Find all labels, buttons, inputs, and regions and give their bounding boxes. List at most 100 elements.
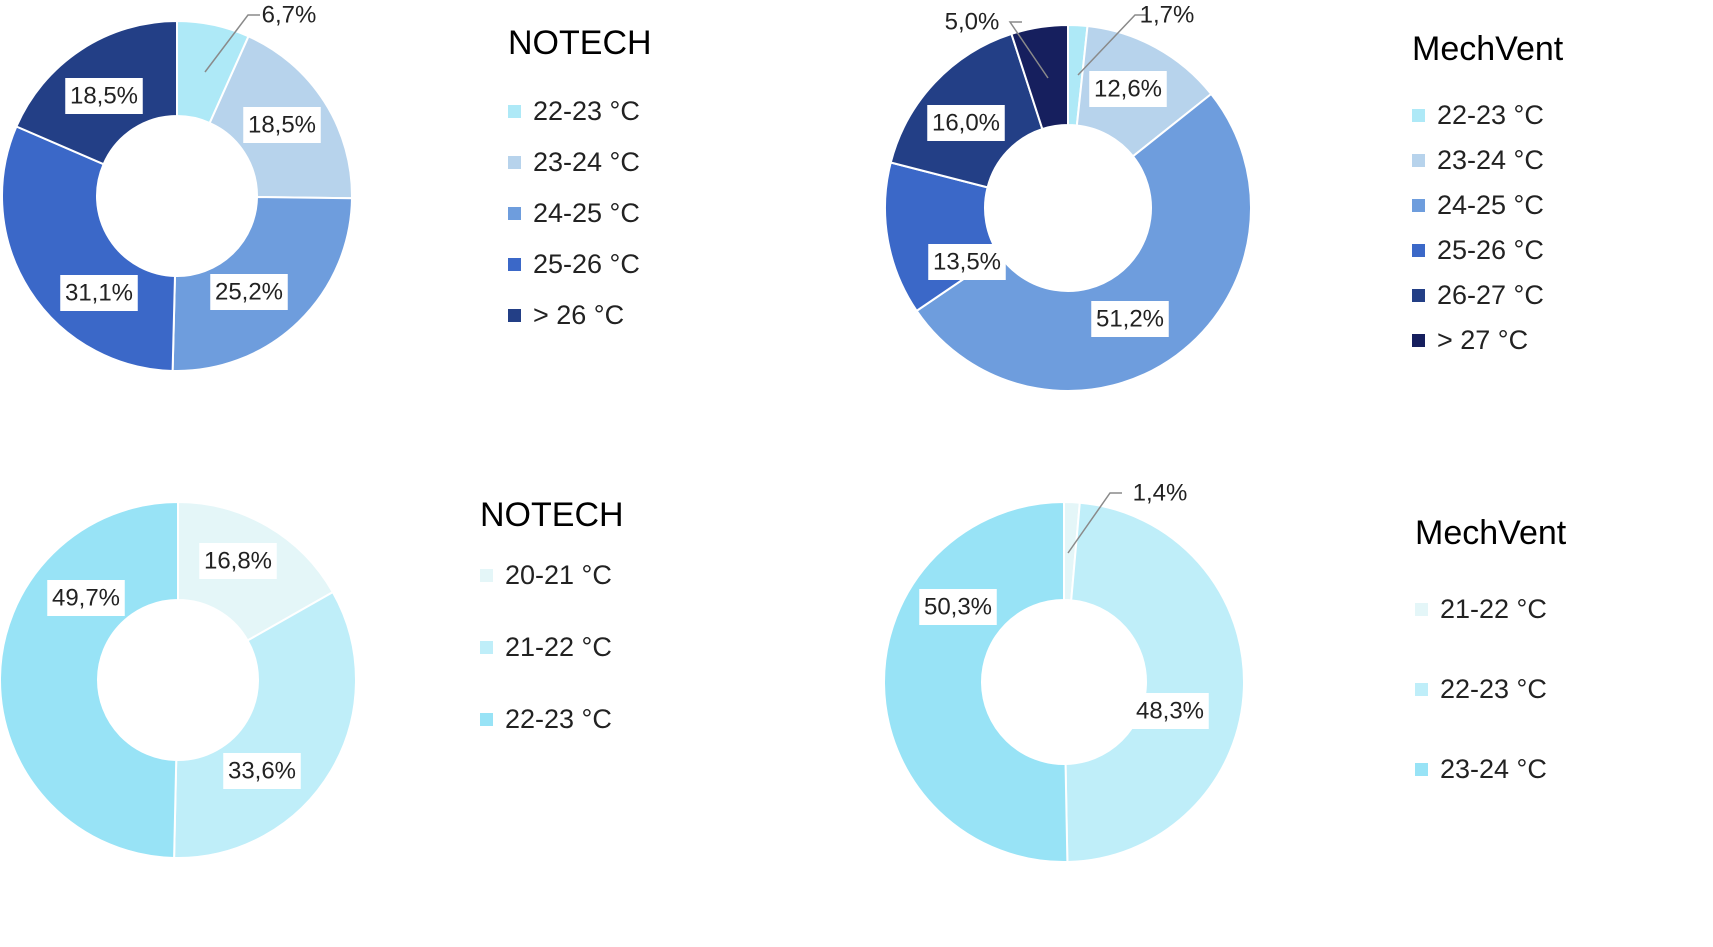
legend-swatch bbox=[1415, 683, 1428, 696]
legend-item: > 26 °C bbox=[508, 300, 624, 331]
legend-label: 21-22 °C bbox=[505, 632, 612, 662]
legend-item: 26-27 °C bbox=[1412, 280, 1544, 311]
legend-swatch bbox=[480, 713, 493, 726]
data-label: 1,7% bbox=[1140, 2, 1195, 29]
data-label-text: 50,3% bbox=[924, 594, 992, 621]
legend-item: 21-22 °C bbox=[480, 632, 612, 663]
legend-swatch bbox=[1412, 289, 1425, 302]
data-label-text: 6,7% bbox=[262, 2, 317, 29]
data-label-box bbox=[927, 105, 1005, 141]
legend-item: 20-21 °C bbox=[480, 560, 612, 591]
donut-svg: 1,7% 12,6% 51,2% 13,5% 16,0% 5,0% bbox=[884, 2, 1252, 392]
legend-item: 23-24 °C bbox=[1415, 754, 1547, 785]
data-label-text: 25,2% bbox=[215, 279, 283, 306]
data-label: 16,8% bbox=[199, 543, 277, 579]
legend-label: 24-25 °C bbox=[1437, 190, 1544, 220]
legend-title: NOTECH bbox=[508, 24, 652, 62]
data-label-text: 16,8% bbox=[204, 548, 272, 575]
data-label-text: 1,4% bbox=[1133, 480, 1188, 507]
donut-slice bbox=[173, 590, 357, 859]
legend-swatch bbox=[1412, 109, 1425, 122]
legend-label: 23-24 °C bbox=[533, 147, 640, 177]
legend-swatch bbox=[480, 569, 493, 582]
legend-item: > 27 °C bbox=[1412, 325, 1528, 356]
leader-line bbox=[1067, 492, 1122, 554]
legend-title: MechVent bbox=[1415, 514, 1567, 552]
data-label-text: 18,5% bbox=[70, 83, 138, 110]
data-label: 5,0% bbox=[945, 9, 1000, 36]
legend-label: 22-23 °C bbox=[1437, 100, 1544, 130]
data-label: 50,3% bbox=[919, 589, 997, 625]
donut-slice bbox=[1064, 501, 1245, 863]
donut-chart-notech-top: 6,7% 18,5% 25,2% 31,1% 18,5% NOTECH 22-23 °C 23… bbox=[0, 0, 760, 440]
donut-slice bbox=[1, 125, 177, 372]
data-label-box bbox=[928, 244, 1006, 280]
leader-line bbox=[204, 14, 260, 73]
legend-swatch bbox=[1412, 334, 1425, 347]
data-label: 51,2% bbox=[1091, 301, 1169, 337]
data-label-box bbox=[65, 78, 143, 114]
data-label-box bbox=[223, 753, 301, 789]
data-label-text: 13,5% bbox=[933, 249, 1001, 276]
data-label-box bbox=[199, 543, 277, 579]
legend-item: 24-25 °C bbox=[508, 198, 640, 229]
legend-item: 22-23 °C bbox=[480, 704, 612, 735]
data-label-text: 12,6% bbox=[1094, 76, 1162, 103]
data-label: 49,7% bbox=[47, 580, 125, 616]
donut-chart-mechvent-bottom: 1,4% 48,3% 50,3% MechVent 21-22 °C 22-23 °C 23… bbox=[883, 480, 1713, 947]
donut-chart-notech-bottom: 16,8% 33,6% 49,7% NOTECH 20-21 °C 21-22 °C 22-… bbox=[0, 496, 760, 947]
legend-label: 23-24 °C bbox=[1440, 754, 1547, 784]
data-label-text: 48,3% bbox=[1136, 698, 1204, 725]
data-label-box bbox=[60, 275, 138, 311]
donut-svg: 6,7% 18,5% 25,2% 31,1% 18,5% bbox=[1, 2, 353, 372]
data-label: 33,6% bbox=[223, 753, 301, 789]
data-label: 1,4% bbox=[1133, 480, 1188, 507]
data-label: 31,1% bbox=[60, 275, 138, 311]
legend-label: 24-25 °C bbox=[533, 198, 640, 228]
data-label-box bbox=[919, 589, 997, 625]
data-label-text: 51,2% bbox=[1096, 306, 1164, 333]
legend-label: 23-24 °C bbox=[1437, 145, 1544, 175]
data-label-text: 33,6% bbox=[228, 758, 296, 785]
legend-item: 23-24 °C bbox=[1412, 145, 1544, 176]
data-label-box bbox=[210, 274, 288, 310]
donut-slice bbox=[883, 500, 1069, 863]
legend-swatch bbox=[508, 156, 521, 169]
legend-swatch bbox=[508, 207, 521, 220]
donut-slice bbox=[1010, 23, 1069, 131]
donut-slice bbox=[0, 500, 179, 859]
data-label-box bbox=[243, 107, 321, 143]
data-label: 18,5% bbox=[243, 107, 321, 143]
data-label-box bbox=[47, 580, 125, 616]
legend-item: 25-26 °C bbox=[508, 249, 640, 280]
legend-item: 23-24 °C bbox=[508, 147, 640, 178]
legend-swatch bbox=[480, 641, 493, 654]
legend-label: 22-23 °C bbox=[533, 96, 640, 126]
legend-title: NOTECH bbox=[480, 496, 624, 534]
legend-label: 20-21 °C bbox=[505, 560, 612, 590]
leader-line bbox=[1008, 21, 1049, 79]
data-label-text: 18,5% bbox=[248, 112, 316, 139]
data-label-box bbox=[1091, 301, 1169, 337]
data-label-text: 49,7% bbox=[52, 585, 120, 612]
legend-label: 26-27 °C bbox=[1437, 280, 1544, 310]
data-label-box bbox=[1131, 693, 1209, 729]
donut-svg: 16,8% 33,6% 49,7% bbox=[0, 500, 357, 859]
legend-label: 25-26 °C bbox=[533, 249, 640, 279]
legend-label: > 26 °C bbox=[533, 300, 625, 330]
legend-label: 25-26 °C bbox=[1437, 235, 1544, 265]
donut-chart-mechvent-top: 1,7% 12,6% 51,2% 13,5% 16,0% 5,0% MechVent 22-2… bbox=[884, 0, 1713, 440]
legend-item: 21-22 °C bbox=[1415, 594, 1547, 625]
legend-swatch bbox=[508, 105, 521, 118]
legend-swatch bbox=[508, 258, 521, 271]
data-label: 6,7% bbox=[262, 2, 317, 29]
legend-label: > 27 °C bbox=[1437, 325, 1529, 355]
leader-line bbox=[1077, 14, 1147, 76]
data-label: 18,5% bbox=[65, 78, 143, 114]
data-label: 48,3% bbox=[1131, 693, 1209, 729]
legend-label: 22-23 °C bbox=[1440, 674, 1547, 704]
data-label: 12,6% bbox=[1089, 71, 1167, 107]
legend-swatch bbox=[1412, 199, 1425, 212]
legend-label: 21-22 °C bbox=[1440, 594, 1547, 624]
data-label-text: 16,0% bbox=[932, 110, 1000, 137]
